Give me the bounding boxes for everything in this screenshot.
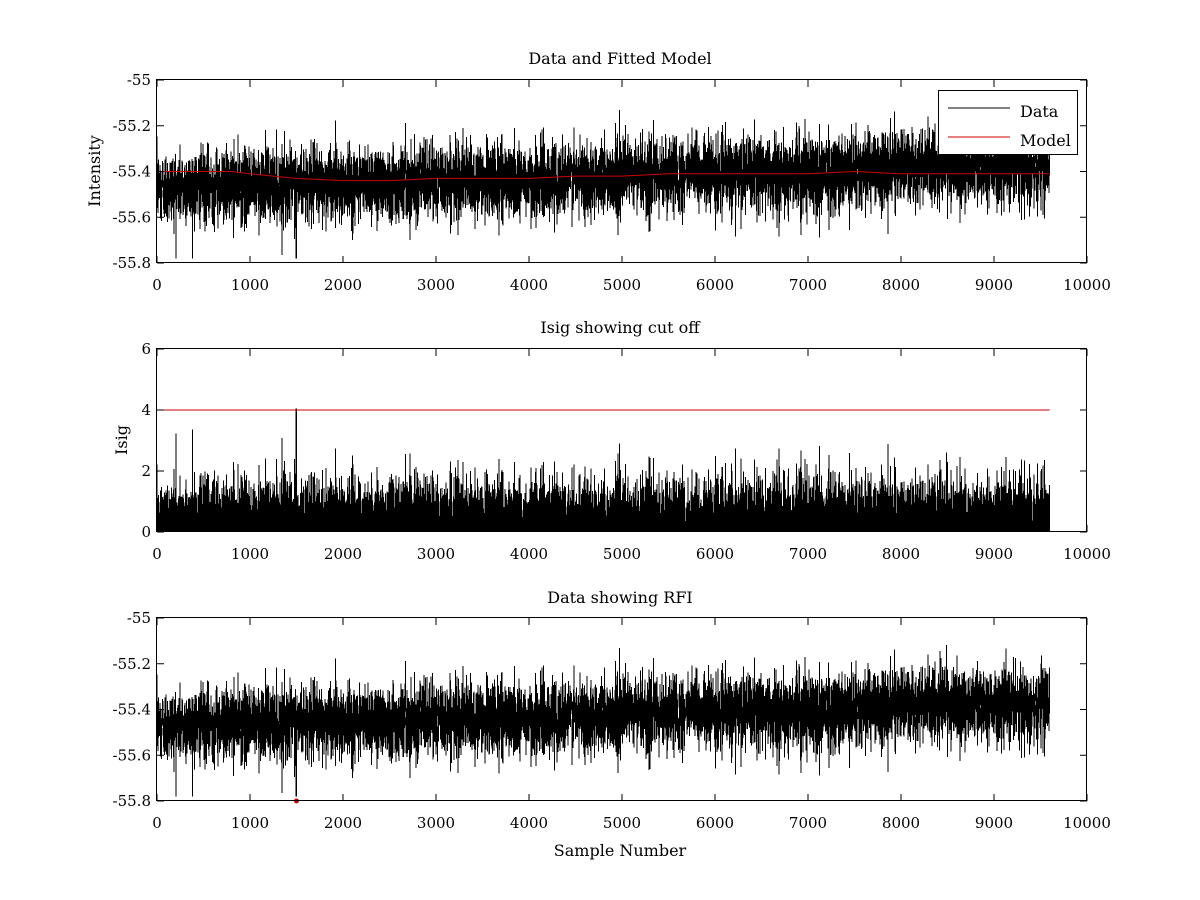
x-tick-label: 2000 bbox=[324, 814, 362, 832]
y-tick-label: 2 bbox=[141, 462, 151, 480]
y-tick-label: 0 bbox=[141, 523, 151, 541]
panel-data-showing-rfi: Data showing RFI 0 1000 2000 3000 4000 5000 60… bbox=[113, 588, 1111, 860]
y-ticks-middle: 0 2 4 6 bbox=[141, 340, 1087, 541]
chart-title-bottom: Data showing RFI bbox=[547, 588, 692, 607]
x-tick-label: 7000 bbox=[789, 814, 827, 832]
x-tick-label: 1000 bbox=[231, 545, 269, 563]
x-tick-label: 6000 bbox=[696, 814, 734, 832]
y-tick-label: -55 bbox=[127, 71, 151, 89]
x-tick-label: 6000 bbox=[696, 276, 734, 294]
panel-isig-showing-cut-off: Isig showing cut off Isig 0 1000 2000 3000 4… bbox=[112, 318, 1111, 563]
y-tick-label: -55.8 bbox=[113, 792, 151, 810]
x-tick-label: 9000 bbox=[975, 545, 1013, 563]
legend-box bbox=[938, 90, 1078, 155]
y-tick-label: -55 bbox=[127, 609, 151, 627]
x-tick-label: 4000 bbox=[510, 814, 548, 832]
x-tick-label: 8000 bbox=[882, 545, 920, 563]
y-tick-label: -55.2 bbox=[113, 117, 151, 135]
y-tick-label: -55.6 bbox=[113, 746, 151, 764]
x-tick-label: 9000 bbox=[975, 814, 1013, 832]
x-tick-label: 5000 bbox=[603, 276, 641, 294]
legend-label-data: Data bbox=[1020, 102, 1059, 121]
series-data-trace bbox=[156, 645, 1050, 797]
x-tick-label: 2000 bbox=[324, 545, 362, 563]
x-tick-label: 5000 bbox=[603, 545, 641, 563]
y-tick-label: 4 bbox=[141, 401, 151, 419]
x-axis-label-bottom: Sample Number bbox=[554, 841, 687, 860]
x-tick-label: 0 bbox=[152, 276, 162, 294]
x-tick-label: 3000 bbox=[417, 545, 455, 563]
y-tick-label: -55.6 bbox=[113, 208, 151, 226]
x-tick-label: 8000 bbox=[882, 276, 920, 294]
x-tick-label: 8000 bbox=[882, 814, 920, 832]
y-tick-label: -55.2 bbox=[113, 655, 151, 673]
series-model-line bbox=[157, 170, 1050, 182]
x-tick-label: 3000 bbox=[417, 276, 455, 294]
x-tick-label: 0 bbox=[152, 814, 162, 832]
x-ticks-middle: 0 1000 2000 3000 4000 5000 6000 7000 8000 9000 100… bbox=[152, 349, 1111, 563]
y-axis-label-middle: Isig bbox=[112, 425, 131, 455]
x-tick-label: 4000 bbox=[510, 276, 548, 294]
series-isig-trace bbox=[156, 408, 1050, 532]
x-tick-label: 5000 bbox=[603, 814, 641, 832]
y-tick-label: -55.8 bbox=[113, 254, 151, 272]
x-tick-label: 0 bbox=[152, 545, 162, 563]
x-tick-label: 2000 bbox=[324, 276, 362, 294]
x-ticks-bottom: 0 1000 2000 3000 4000 5000 6000 7000 8000 9000 100… bbox=[152, 618, 1111, 832]
x-tick-label: 7000 bbox=[789, 276, 827, 294]
plot-area-top bbox=[156, 107, 1050, 259]
chart-title-middle: Isig showing cut off bbox=[540, 318, 701, 337]
y-tick-label: -55.4 bbox=[113, 701, 151, 719]
y-axis-label-top: Intensity bbox=[85, 135, 104, 207]
x-tick-label: 9000 bbox=[975, 276, 1013, 294]
y-tick-label: -55.4 bbox=[113, 163, 151, 181]
x-tick-label: 10000 bbox=[1063, 814, 1111, 832]
panel-data-and-fitted-model: Data and Fitted Model Intensity 0 1000 200… bbox=[85, 49, 1111, 294]
series-data-trace bbox=[156, 107, 1050, 259]
y-ticks-bottom: -55 -55.2 -55.4 -55.6 -55.8 bbox=[113, 609, 1087, 810]
y-tick-label: 6 bbox=[141, 340, 151, 358]
legend: Data Model bbox=[938, 90, 1078, 155]
x-tick-label: 1000 bbox=[231, 276, 269, 294]
x-tick-label: 10000 bbox=[1063, 545, 1111, 563]
x-tick-label: 6000 bbox=[696, 545, 734, 563]
x-ticks-top: 0 1000 2000 3000 4000 5000 6000 7000 8000 9000 100… bbox=[152, 80, 1111, 294]
x-tick-label: 1000 bbox=[231, 814, 269, 832]
x-tick-label: 10000 bbox=[1063, 276, 1111, 294]
chart-title-top: Data and Fitted Model bbox=[528, 49, 711, 68]
plot-area-bottom bbox=[156, 645, 1050, 804]
plot-area-middle bbox=[156, 408, 1050, 532]
legend-label-model: Model bbox=[1020, 131, 1071, 150]
y-ticks-top: -55 -55.2 -55.4 -55.6 -55.8 bbox=[113, 71, 1087, 272]
x-tick-label: 4000 bbox=[510, 545, 548, 563]
x-tick-label: 3000 bbox=[417, 814, 455, 832]
x-tick-label: 7000 bbox=[789, 545, 827, 563]
